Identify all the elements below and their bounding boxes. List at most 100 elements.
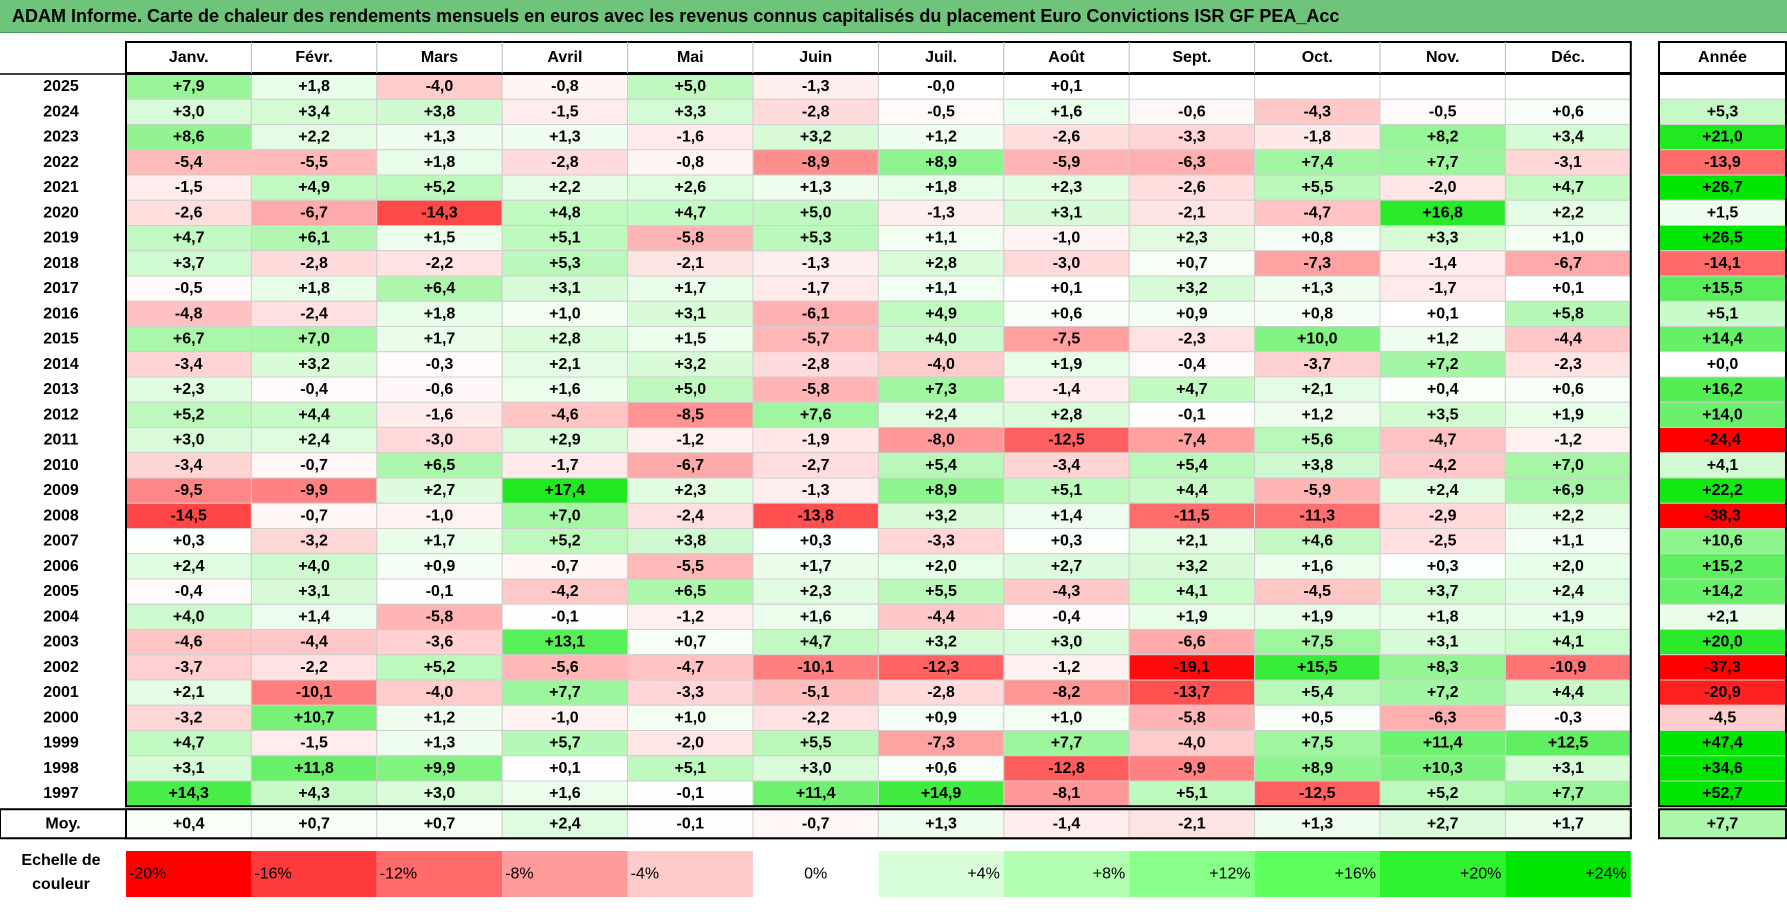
cell-value-2020-8: +3,1 (1051, 204, 1083, 221)
cell-value-2017-2: +1,8 (298, 280, 330, 297)
annual-value-2011: -24,4 (1704, 432, 1741, 449)
annual-value-2022: -13,9 (1704, 154, 1741, 171)
cell-value-2005-1: -0,4 (175, 583, 203, 600)
cell-value-2017-10: +1,3 (1302, 280, 1334, 297)
cell-value-2018-3: -2,2 (426, 255, 454, 272)
heatmap-cell-2023-12 (1504, 124, 1632, 151)
average-value-12: +1,7 (1552, 815, 1584, 832)
cell-value-2014-4: +2,1 (549, 356, 581, 373)
cell-value-1999-4: +5,7 (549, 735, 581, 752)
cell-value-2013-4: +1,6 (549, 381, 581, 398)
cell-value-2003-10: +7,5 (1302, 634, 1334, 651)
heatmap-cell-2006-5 (627, 553, 754, 580)
cell-value-2005-3: -0,1 (426, 583, 454, 600)
cell-value-2006-2: +4,0 (298, 558, 330, 575)
average-cell-8 (1003, 808, 1130, 839)
cell-value-2011-8: -12,5 (1048, 432, 1085, 449)
cell-value-2017-8: +0,1 (1051, 280, 1083, 297)
cell-value-2014-9: -0,4 (1178, 356, 1206, 373)
heatmap-cell-2016-11 (1379, 300, 1506, 327)
cell-value-2022-3: +1,8 (424, 154, 456, 171)
cell-value-2018-8: -3,0 (1053, 255, 1081, 272)
cell-value-2018-11: -1,4 (1429, 255, 1457, 272)
heatmap-cell-2010-4 (501, 452, 629, 479)
year-label-2002: 2002 (43, 659, 79, 676)
grid-border (125, 73, 1632, 808)
cell-value-2008-4: +7,0 (549, 507, 581, 524)
cell-value-2000-1: -3,2 (175, 709, 203, 726)
heatmap-cell-2021-3 (376, 174, 503, 201)
year-label-2011: 2011 (44, 432, 79, 449)
heatmap-cell-2021-6 (752, 174, 879, 201)
heatmap-cell-2022-10 (1254, 149, 1381, 176)
cell-value-2012-12: +1,9 (1552, 406, 1584, 423)
heatmap-cell-2006-1 (125, 553, 252, 580)
heatmap-cell-2024-9 (1128, 98, 1256, 125)
cell-value-2021-6: +1,3 (800, 179, 832, 196)
annual-cell-1999 (1658, 730, 1787, 757)
month-header-8: Août (1048, 49, 1085, 66)
heatmap-cell-2021-2 (250, 174, 378, 201)
cell-value-2010-5: -6,7 (677, 457, 705, 474)
heatmap-cell-2019-8 (1003, 225, 1130, 252)
cell-value-1999-10: +7,5 (1302, 735, 1334, 752)
cell-value-2000-4: -1,0 (551, 709, 579, 726)
cell-value-2003-9: -6,6 (1178, 634, 1206, 651)
cell-value-2025-2: +1,8 (298, 78, 330, 95)
cell-value-1999-7: -7,3 (927, 735, 955, 752)
year-label-2003: 2003 (43, 634, 79, 651)
heatmap-cell-2001-10 (1254, 679, 1381, 706)
year-label-2025: 2025 (43, 78, 79, 95)
heatmap-cell-2024-11 (1379, 98, 1506, 125)
cell-value-2018-5: -2,1 (677, 255, 705, 272)
heatmap-cell-2019-11 (1379, 225, 1506, 252)
cell-value-2008-5: -2,4 (677, 507, 705, 524)
cell-value-2003-2: -4,4 (300, 634, 328, 651)
heatmap-cell-2012-1 (125, 401, 252, 428)
heatmap-cell-2002-7 (877, 654, 1005, 681)
heatmap-cell-2021-8 (1003, 174, 1130, 201)
cell-value-2002-5: -4,7 (677, 659, 705, 676)
color-scale-swatch-7 (878, 851, 1004, 897)
cell-value-2023-6: +3,2 (800, 129, 832, 146)
heatmap-cell-2024-1 (125, 98, 252, 125)
cell-value-2013-10: +2,1 (1302, 381, 1334, 398)
cell-value-2007-3: +1,7 (424, 533, 456, 550)
cell-value-2013-6: -5,8 (802, 381, 830, 398)
cell-value-2025-3: -4,0 (426, 78, 454, 95)
heatmap-cell-2017-9 (1128, 275, 1256, 302)
heatmap-cell-2020-3 (376, 199, 503, 226)
cell-value-2000-6: -2,2 (802, 709, 830, 726)
year-label-2007: 2007 (43, 533, 79, 550)
cell-value-2023-12: +3,4 (1552, 129, 1584, 146)
cell-value-2023-3: +1,3 (424, 129, 456, 146)
heatmap-cell-2005-2 (250, 578, 378, 605)
year-label-2015: 2015 (43, 331, 79, 348)
heatmap-cell-2024-10 (1254, 98, 1381, 125)
cell-value-2007-10: +4,6 (1302, 533, 1334, 550)
cell-value-2018-10: -7,3 (1304, 255, 1332, 272)
heatmap-cell-1998-4 (501, 755, 629, 782)
cell-value-2020-4: +4,8 (549, 204, 581, 221)
cell-value-2012-11: +3,5 (1427, 406, 1459, 423)
cell-value-1998-1: +3,1 (173, 760, 205, 777)
cell-value-1999-8: +7,7 (1051, 735, 1083, 752)
annual-cell-2024 (1658, 98, 1787, 125)
heatmap-cell-2020-11 (1379, 199, 1506, 226)
heatmap-cell-2019-4 (501, 225, 629, 252)
annual-cell-2007 (1658, 528, 1787, 555)
heatmap-cell-2016-9 (1128, 300, 1256, 327)
heatmap-cell-2001-5 (627, 679, 754, 706)
heatmap-cell-2006-6 (752, 553, 879, 580)
cell-value-2002-11: +8,3 (1427, 659, 1459, 676)
heatmap-cell-2004-6 (752, 603, 879, 630)
average-cell-9 (1128, 808, 1256, 839)
heatmap-cell-2013-3 (376, 376, 503, 403)
annual-value-2010: +4,1 (1707, 457, 1739, 474)
heatmap-cell-2008-3 (376, 502, 503, 529)
cell-value-2008-3: -1,0 (426, 507, 454, 524)
color-scale-swatch-10 (1254, 851, 1380, 897)
heatmap-cell-2010-12 (1504, 452, 1632, 479)
heatmap-cell-1999-11 (1379, 730, 1506, 757)
heatmap-cell-2003-1 (125, 629, 252, 656)
